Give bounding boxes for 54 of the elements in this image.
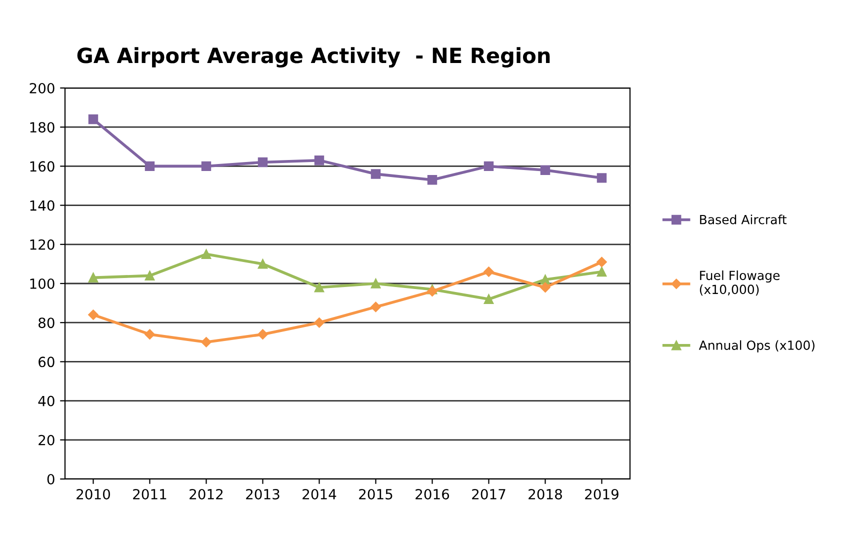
chart-title: GA Airport Average Activity - NE Region: [77, 47, 550, 68]
y-tick-label: 60: [38, 356, 54, 368]
point: [88, 272, 98, 282]
point: [427, 286, 438, 296]
point: [314, 282, 324, 292]
x-tick-label: 2019: [585, 488, 618, 500]
point: [88, 114, 98, 124]
y-tick-label: 40: [38, 396, 54, 406]
point: [144, 329, 155, 340]
x-tick-label: 2018: [528, 488, 562, 500]
y-tick-label: 0: [47, 474, 54, 484]
point: [258, 157, 268, 168]
point: [314, 155, 324, 166]
x-tick-label: 2010: [76, 488, 110, 500]
point: [484, 294, 494, 304]
x-tick-label: 2011: [133, 488, 166, 500]
x-tick-label: 2012: [190, 488, 223, 500]
x-tick-label: 2016: [416, 488, 450, 500]
point: [144, 161, 155, 172]
legend-label: Annual Ops (x100): [698, 340, 814, 352]
y-tick-label: 20: [38, 434, 54, 446]
x-tick-label: 2013: [246, 488, 280, 500]
point: [596, 266, 607, 277]
point: [314, 317, 324, 328]
point: [370, 278, 381, 288]
legend-label: Fuel Flowage (x10,000): [700, 270, 780, 296]
y-tick-label: 140: [30, 200, 54, 211]
point: [88, 310, 98, 320]
point: [540, 274, 550, 284]
point: [370, 169, 381, 179]
point: [201, 337, 212, 348]
point: [484, 266, 494, 277]
legend-label: Based Aircraft: [700, 214, 787, 224]
y-tick-label: 180: [30, 122, 54, 133]
point: [144, 270, 155, 281]
point: [596, 173, 607, 183]
point: [540, 282, 550, 293]
y-tick-label: 100: [30, 278, 54, 289]
point: [201, 249, 212, 260]
point: [258, 259, 268, 269]
point: [540, 165, 550, 175]
x-tick-label: 2014: [302, 488, 336, 500]
y-tick-label: 80: [38, 318, 54, 328]
point: [427, 175, 438, 185]
point: [201, 161, 212, 172]
x-tick-label: 2017: [472, 488, 506, 500]
y-tick-label: 120: [30, 239, 54, 250]
y-tick-label: 200: [30, 82, 54, 94]
point: [596, 256, 607, 268]
point: [370, 302, 381, 312]
point: [484, 161, 494, 172]
point: [258, 329, 268, 340]
y-tick-label: 160: [30, 161, 54, 172]
x-tick-label: 2015: [359, 488, 392, 500]
